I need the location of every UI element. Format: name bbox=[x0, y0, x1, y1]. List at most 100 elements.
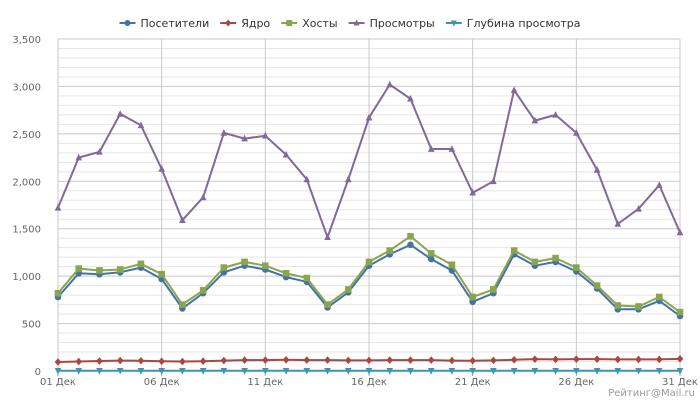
data-point[interactable] bbox=[116, 110, 124, 117]
data-point[interactable] bbox=[593, 367, 601, 375]
data-point[interactable] bbox=[158, 367, 165, 375]
data-point[interactable] bbox=[531, 258, 539, 266]
data-point[interactable] bbox=[448, 356, 456, 365]
data-point[interactable] bbox=[573, 264, 580, 271]
data-point[interactable] bbox=[427, 356, 435, 364]
data-point[interactable] bbox=[282, 269, 290, 277]
data-point[interactable] bbox=[635, 367, 642, 375]
data-point[interactable] bbox=[365, 367, 373, 375]
data-point[interactable] bbox=[490, 356, 497, 365]
data-point[interactable] bbox=[365, 356, 373, 365]
data-point[interactable] bbox=[344, 367, 352, 375]
data-point[interactable] bbox=[531, 367, 539, 375]
data-point[interactable] bbox=[490, 367, 497, 375]
legend-item[interactable]: Глубина просмотра bbox=[445, 17, 581, 30]
data-point[interactable] bbox=[324, 368, 331, 375]
data-point[interactable] bbox=[407, 233, 414, 240]
data-point[interactable] bbox=[552, 355, 559, 364]
data-point[interactable] bbox=[303, 367, 311, 375]
data-point[interactable] bbox=[469, 356, 476, 365]
data-point[interactable] bbox=[448, 367, 456, 375]
data-point[interactable] bbox=[303, 175, 311, 183]
data-point[interactable] bbox=[573, 355, 580, 363]
data-point[interactable] bbox=[365, 258, 373, 266]
data-point[interactable] bbox=[655, 355, 663, 364]
data-point[interactable] bbox=[54, 289, 62, 297]
data-point[interactable] bbox=[179, 367, 186, 375]
data-point[interactable] bbox=[324, 233, 331, 241]
data-point[interactable] bbox=[282, 367, 290, 375]
data-point[interactable] bbox=[137, 260, 145, 268]
data-point[interactable] bbox=[593, 166, 601, 173]
data-point[interactable] bbox=[116, 266, 124, 273]
data-point[interactable] bbox=[469, 367, 476, 375]
data-point[interactable] bbox=[614, 355, 622, 364]
data-point[interactable] bbox=[241, 367, 248, 375]
data-point[interactable] bbox=[552, 367, 559, 375]
data-point[interactable] bbox=[54, 367, 62, 375]
credit-text[interactable]: Рейтинг@Mail.ru bbox=[608, 388, 695, 399]
data-point[interactable] bbox=[96, 367, 103, 375]
data-point[interactable] bbox=[220, 264, 228, 271]
legend-item[interactable]: Просмотры bbox=[348, 17, 435, 30]
data-point[interactable] bbox=[510, 356, 518, 364]
data-point[interactable] bbox=[75, 153, 83, 161]
data-point[interactable] bbox=[635, 355, 642, 364]
data-point[interactable] bbox=[448, 145, 456, 152]
data-point[interactable] bbox=[427, 145, 435, 152]
data-point[interactable] bbox=[593, 355, 601, 363]
data-point[interactable] bbox=[158, 357, 165, 366]
data-point[interactable] bbox=[158, 165, 165, 172]
data-point[interactable] bbox=[407, 94, 414, 102]
data-point[interactable] bbox=[282, 150, 290, 158]
data-point[interactable] bbox=[262, 356, 269, 364]
data-point[interactable] bbox=[199, 287, 207, 294]
data-point[interactable] bbox=[676, 355, 684, 363]
legend-item[interactable]: Посетители bbox=[119, 17, 210, 30]
legend-marker-icon[interactable] bbox=[225, 19, 232, 27]
data-point[interactable] bbox=[655, 293, 663, 301]
data-point[interactable] bbox=[531, 355, 539, 363]
data-point[interactable] bbox=[531, 116, 539, 124]
legend-item[interactable]: Хосты bbox=[281, 17, 338, 30]
data-point[interactable] bbox=[510, 247, 518, 254]
data-point[interactable] bbox=[137, 367, 145, 375]
data-point[interactable] bbox=[407, 356, 414, 364]
data-point[interactable] bbox=[158, 270, 165, 278]
data-point[interactable] bbox=[344, 175, 352, 183]
data-point[interactable] bbox=[427, 250, 435, 257]
data-point[interactable] bbox=[282, 356, 290, 364]
data-point[interactable] bbox=[241, 258, 248, 266]
data-point[interactable] bbox=[262, 262, 269, 270]
data-point[interactable] bbox=[552, 111, 559, 118]
data-point[interactable] bbox=[199, 357, 207, 366]
data-point[interactable] bbox=[676, 228, 684, 236]
data-point[interactable] bbox=[303, 274, 311, 282]
data-point[interactable] bbox=[324, 301, 331, 308]
data-point[interactable] bbox=[262, 367, 269, 375]
data-point[interactable] bbox=[220, 356, 228, 365]
data-point[interactable] bbox=[552, 254, 559, 262]
data-point[interactable] bbox=[241, 134, 248, 142]
data-point[interactable] bbox=[573, 367, 580, 375]
data-point[interactable] bbox=[96, 148, 103, 155]
data-point[interactable] bbox=[179, 216, 186, 223]
data-point[interactable] bbox=[137, 356, 145, 365]
data-point[interactable] bbox=[54, 204, 62, 211]
data-point[interactable] bbox=[635, 204, 642, 212]
data-point[interactable] bbox=[220, 367, 228, 375]
data-point[interactable] bbox=[344, 356, 352, 365]
data-point[interactable] bbox=[220, 129, 228, 136]
legend-item[interactable]: Ядро bbox=[220, 17, 270, 30]
legend-marker-icon[interactable] bbox=[450, 20, 457, 27]
data-point[interactable] bbox=[75, 357, 83, 366]
data-point[interactable] bbox=[75, 367, 83, 375]
legend-marker-icon[interactable] bbox=[286, 20, 293, 26]
data-point[interactable] bbox=[96, 267, 103, 274]
data-point[interactable] bbox=[573, 129, 580, 136]
data-point[interactable] bbox=[116, 367, 124, 375]
data-point[interactable] bbox=[407, 367, 414, 375]
data-point[interactable] bbox=[386, 247, 394, 254]
data-point[interactable] bbox=[510, 86, 518, 94]
data-point[interactable] bbox=[469, 188, 476, 196]
